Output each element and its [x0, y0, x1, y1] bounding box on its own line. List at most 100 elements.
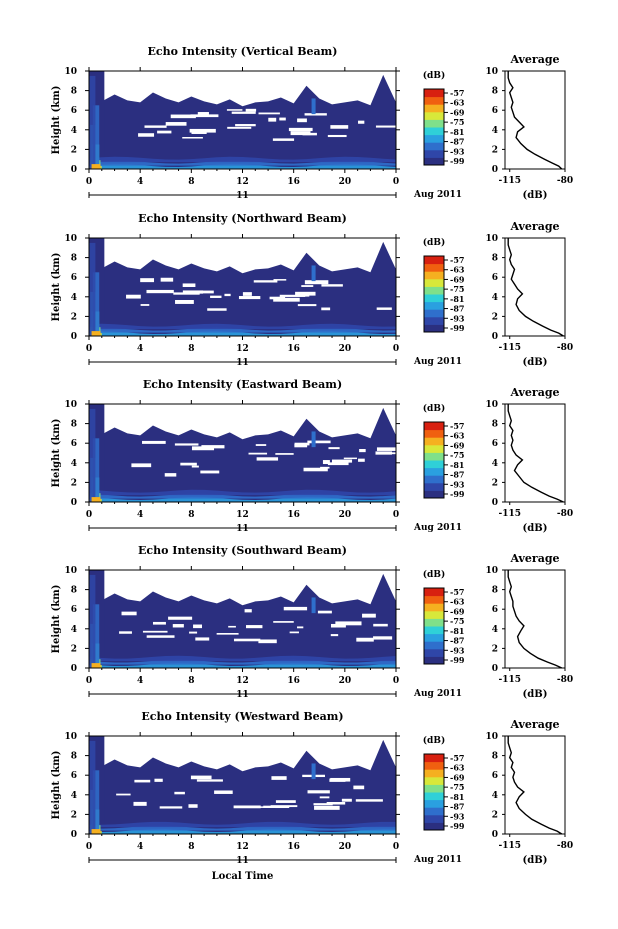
colorbar-frame [423, 587, 445, 665]
average-y-tick-label: 2 [492, 810, 498, 820]
echo-gap [297, 118, 307, 123]
average-y-tick-label: 8 [492, 420, 498, 430]
colorbar-level-label: -81 [450, 127, 464, 137]
colorbar-level-label: -93 [450, 146, 465, 156]
echo-gap [189, 631, 198, 634]
colorbar-level-label: -69 [450, 606, 465, 616]
average-y-tick-label: 0 [492, 830, 498, 840]
colorbar-frame [423, 88, 445, 166]
echo-gap [227, 126, 252, 129]
average-title: Average [509, 718, 559, 731]
colorbar-unit: (dB) [423, 70, 445, 81]
echo-gap [376, 307, 392, 310]
echo-plume-core [91, 497, 101, 502]
colorbar-level-label: -99 [450, 655, 465, 665]
x-tick-label: 0 [86, 344, 92, 354]
echo-gap [273, 297, 300, 302]
average-y-tick-label: 0 [492, 498, 498, 508]
colorbar-frame [423, 421, 445, 499]
colorbar-swatch [424, 656, 444, 665]
echo-gap [142, 440, 166, 444]
average-x-tick-label: -80 [557, 841, 573, 851]
date-day-label: 11 [236, 856, 249, 866]
average-x-label: (dB) [523, 523, 548, 534]
echo-gap [233, 638, 261, 642]
echo-gap [258, 112, 280, 115]
echo-plume [92, 438, 100, 502]
echo-gap [328, 447, 340, 450]
panel-4: Echo Intensity (Westward Beam)0246810Hei… [51, 710, 573, 866]
date-day-label: 11 [236, 690, 249, 700]
echo-plume [311, 431, 316, 448]
average-profile-line [507, 71, 563, 170]
echo-gap [165, 122, 187, 126]
colorbar-swatch [424, 444, 444, 453]
colorbar-swatch [424, 119, 444, 128]
colorbar-swatch [424, 271, 444, 280]
colorbar-swatch [424, 467, 444, 476]
echo-gap [119, 631, 132, 634]
echo-gap [160, 277, 174, 282]
echo-layer [89, 821, 396, 828]
echo-plume [89, 574, 96, 668]
echo-gap [321, 284, 343, 287]
average-title: Average [509, 53, 559, 66]
colorbar-level-label: -57 [450, 421, 464, 431]
colorbar-swatch [424, 475, 444, 484]
echo-gap [142, 630, 168, 633]
echo-gap [272, 138, 295, 141]
echo-gap [330, 777, 351, 782]
average-y-tick-label: 8 [492, 254, 498, 264]
average-y-tick-label: 0 [492, 332, 498, 342]
echo-gap [330, 125, 349, 129]
echo-plume [311, 98, 316, 115]
echo-gap [140, 278, 155, 283]
echo-gap [190, 114, 219, 118]
average-frame [504, 735, 566, 835]
panel-title: Echo Intensity (Southward Beam) [138, 544, 347, 557]
colorbar-swatch [424, 286, 444, 295]
y-tick-label: 0 [71, 165, 77, 175]
average-x-tick-label: -115 [498, 176, 521, 186]
colorbar-level-label: -63 [450, 597, 465, 607]
y-tick-label: 6 [71, 273, 77, 283]
echo-gap [140, 304, 150, 306]
echo-gap [313, 803, 333, 806]
panel-title: Echo Intensity (Vertical Beam) [147, 45, 337, 58]
echo-gap [358, 458, 365, 462]
echo-gap [275, 453, 294, 455]
average-y-tick-label: 6 [492, 439, 498, 449]
y-axis-label: Height (km) [51, 585, 62, 654]
colorbar-swatch [424, 761, 444, 770]
echo-gap [188, 804, 198, 808]
colorbar-unit: (dB) [423, 403, 445, 414]
average-y-tick-label: 8 [492, 87, 498, 97]
echo-gap [353, 785, 365, 790]
x-tick-label: 8 [188, 177, 194, 187]
date-label: Aug 2011 [413, 689, 462, 699]
colorbar-swatch [424, 309, 444, 318]
echo-layer [89, 156, 396, 163]
date-day-label: 11 [236, 524, 249, 534]
echo-gap [319, 796, 330, 799]
x-tick-label: 12 [236, 510, 249, 520]
average-x-tick-label: -115 [498, 841, 521, 851]
average-y-tick-label: 8 [492, 586, 498, 596]
colorbar-swatch [424, 814, 444, 823]
echo-gap [376, 447, 399, 451]
colorbar-level-label: -75 [450, 450, 464, 460]
echo-gap [356, 637, 374, 642]
echo-gap [174, 443, 199, 446]
y-tick-label: 8 [71, 752, 77, 762]
average-x-tick-label: -115 [498, 675, 521, 685]
colorbar-level-label: -57 [450, 88, 464, 98]
average-profile-line [507, 238, 564, 337]
echo-gap [159, 806, 183, 809]
average-frame [504, 70, 566, 170]
echo-gap [201, 445, 225, 449]
echo-gap [355, 799, 383, 802]
colorbar-level-label: -75 [450, 117, 464, 127]
colorbar-swatch [424, 754, 444, 763]
heatmap [89, 570, 396, 668]
average-frame [504, 569, 566, 669]
